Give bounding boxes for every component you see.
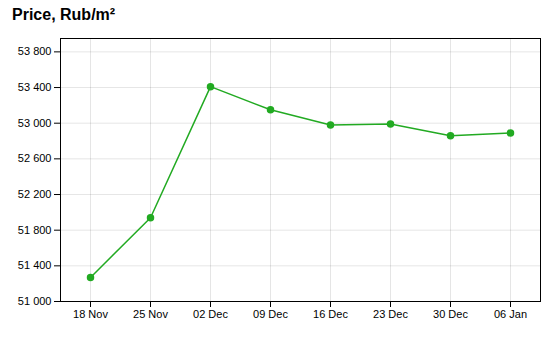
svg-text:52 200: 52 200 <box>18 188 52 200</box>
svg-text:51 000: 51 000 <box>18 295 52 307</box>
svg-text:09 Dec: 09 Dec <box>253 308 288 320</box>
svg-text:25 Nov: 25 Nov <box>133 308 168 320</box>
svg-text:53 800: 53 800 <box>18 45 52 57</box>
svg-text:52 600: 52 600 <box>18 152 52 164</box>
svg-text:02 Dec: 02 Dec <box>193 308 228 320</box>
svg-text:30 Dec: 30 Dec <box>433 308 468 320</box>
html-text:Price, Rub/m²: Price, Rub/m² <box>12 6 116 23</box>
svg-text:23 Dec: 23 Dec <box>373 308 408 320</box>
svg-text:53 000: 53 000 <box>18 117 52 129</box>
svg-text:18 Nov: 18 Nov <box>73 308 108 320</box>
svg-text:53 400: 53 400 <box>18 81 52 93</box>
svg-text:51 800: 51 800 <box>18 224 52 236</box>
svg-text:51 400: 51 400 <box>18 259 52 271</box>
svg-text:06 Jan: 06 Jan <box>494 308 527 320</box>
svg-text:16 Dec: 16 Dec <box>313 308 348 320</box>
